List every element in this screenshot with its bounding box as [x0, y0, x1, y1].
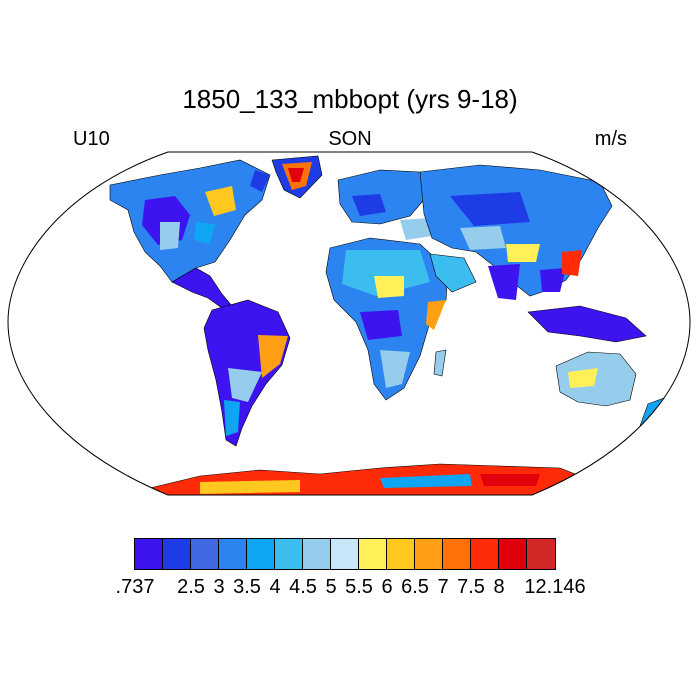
colorbar-tick-label: 7.5	[457, 576, 485, 598]
new-zealand-landmass	[639, 397, 665, 427]
arabia-landmass	[429, 253, 477, 293]
colorbar-tick-label: 3.5	[233, 576, 261, 598]
colorbar	[134, 538, 556, 570]
colorbar-swatch	[387, 539, 415, 569]
colorbar-tick-label: 6.5	[401, 576, 429, 598]
colorbar-tick-label: 7	[437, 576, 449, 598]
units-label: m/s	[594, 128, 627, 150]
colorbar-tick-label: 4.5	[289, 576, 317, 598]
colorbar-tick-label: 5	[325, 576, 337, 598]
season-label: SON	[328, 128, 372, 150]
colorbar-swatch	[135, 539, 163, 569]
colorbar-swatch	[415, 539, 443, 569]
colorbar-tick-label: 3	[213, 576, 225, 598]
madagascar-landmass	[433, 349, 447, 377]
colorbar-swatch	[275, 539, 303, 569]
colorbar-tick-label: 2.5	[177, 576, 205, 598]
colorbar-tick-label: 12.146	[524, 576, 586, 598]
colorbar-swatch	[303, 539, 331, 569]
colorbar-swatch	[499, 539, 527, 569]
map-title: 1850_133_mbbopt (yrs 9-18)	[182, 84, 518, 114]
colorbar-tick-label: 4	[269, 576, 281, 598]
indonesia-landmass	[527, 305, 647, 343]
colorbar-swatch	[359, 539, 387, 569]
europe-landmass	[337, 169, 429, 225]
colorbar-tick-label: 5.5	[345, 576, 373, 598]
colorbar-swatch	[247, 539, 275, 569]
colorbar-tick-label: 6	[381, 576, 393, 598]
colorbar-swatch	[527, 539, 555, 569]
colorbar-swatch	[331, 539, 359, 569]
colorbar-tick-label: 8	[493, 576, 505, 598]
variable-label: U10	[73, 128, 110, 150]
colorbar-tick-label: .737	[115, 576, 155, 598]
globe-outline	[7, 151, 691, 496]
colorbar-swatch	[471, 539, 499, 569]
colorbar-swatch	[163, 539, 191, 569]
colorbar-swatch	[191, 539, 219, 569]
colorbar-swatch	[219, 539, 247, 569]
north-america-landmass	[109, 159, 271, 283]
australia-landmass	[555, 351, 637, 407]
colorbar-swatch	[443, 539, 471, 569]
